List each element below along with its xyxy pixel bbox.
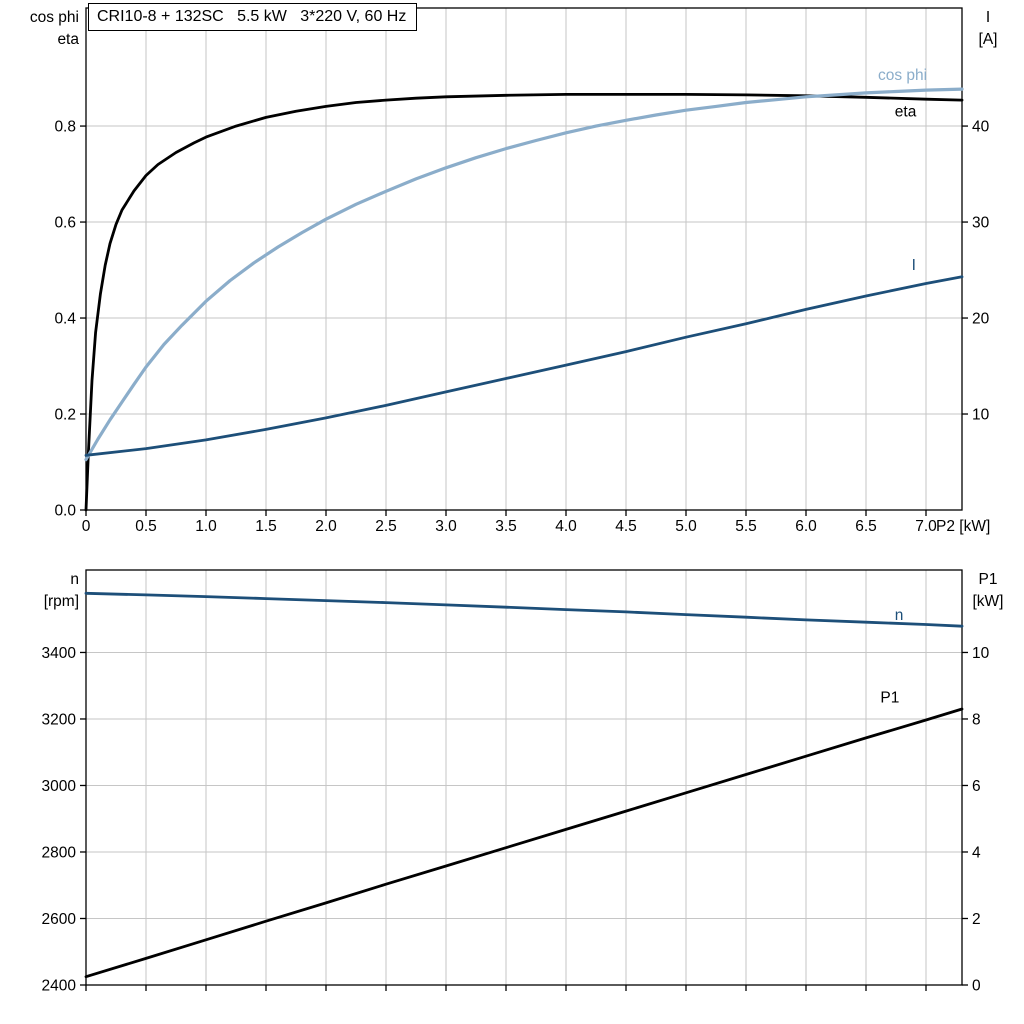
series-label-cos-phi: cos phi (878, 67, 927, 84)
tick-label-right: 30 (972, 215, 990, 232)
tick-label-right: 4 (972, 844, 981, 861)
tick-label-bottom: 1.5 (255, 518, 277, 535)
y-right-axis-title: [A] (979, 31, 998, 48)
tick-label-bottom: 5.0 (675, 518, 697, 535)
tick-label-bottom: 6.0 (795, 518, 817, 535)
motor-performance-chart: 0.0 0.2 0.4 0.6 0.8 10 20 30 40 0 0.5 1.0 1.5 2.0 2.5 3… (30, 7, 998, 535)
series-label-current: I (912, 257, 916, 274)
tick-label-bottom: 3.5 (495, 518, 517, 535)
tick-label-right: 10 (972, 645, 990, 662)
tick-label-bottom: 2.5 (375, 518, 397, 535)
y-right-axis-title: P1 (979, 571, 998, 588)
plot-border (85, 7, 963, 511)
tick-label-left: 3200 (42, 711, 77, 728)
tick-label-bottom: 0.5 (135, 518, 157, 535)
series-label-speed: n (895, 607, 904, 624)
tick-label-bottom: 7.0 (915, 518, 937, 535)
tick-label-bottom: 5.5 (735, 518, 757, 535)
tick-label-bottom: 2.0 (315, 518, 337, 535)
series-label-input-power: P1 (880, 689, 899, 706)
y-left-axis-title: [rpm] (44, 593, 79, 610)
tick-label-right: 10 (972, 407, 990, 424)
y-right-axis-title: [kW] (973, 593, 1004, 610)
tick-label-left: 3000 (42, 778, 77, 795)
chart-title-box: CRI10-8 + 132SC 5.5 kW 3*220 V, 60 Hz (88, 3, 418, 31)
tick-label-right: 20 (972, 311, 990, 328)
y-left-axis-title: cos phi (30, 9, 79, 26)
tick-label-right: 8 (972, 711, 981, 728)
y-left-axis-title: n (70, 571, 79, 588)
x-axis-unit-label: P2 [kW] (936, 518, 990, 535)
tick-label-left: 0.8 (54, 119, 76, 136)
series-curve-current (84, 275, 964, 457)
tick-label-right: 0 (972, 978, 981, 995)
tick-label-left: 0.4 (54, 311, 76, 328)
tick-label-bottom: 4.0 (555, 518, 577, 535)
tick-label-left: 0.6 (54, 215, 76, 232)
tick-label-left: 0.2 (54, 407, 76, 424)
tick-label-bottom: 3.0 (435, 518, 457, 535)
tick-label-right: 40 (972, 119, 990, 136)
tick-label-left: 2800 (42, 844, 77, 861)
tick-label-right: 6 (972, 778, 981, 795)
series-curve-speed (84, 591, 964, 628)
series-curve-cos-phi (84, 87, 964, 462)
plot-border (85, 569, 963, 986)
tick-label-left: 3400 (42, 645, 77, 662)
tick-label-left: 0.0 (54, 503, 76, 520)
y-left-axis-title: eta (57, 31, 79, 48)
tick-label-left: 2600 (42, 911, 77, 928)
tick-label-left: 2400 (42, 978, 77, 995)
y-right-axis-title: I (986, 9, 990, 26)
series-curve-eta (84, 93, 964, 512)
tick-label-bottom: 0 (82, 518, 91, 535)
speed-power-chart: 2400 2600 2800 3000 3200 3400 0 2 4 6 8 10 n [rpm] P1 [… (42, 569, 1004, 995)
tick-label-bottom: 4.5 (615, 518, 637, 535)
tick-label-bottom: 6.5 (855, 518, 877, 535)
tick-label-right: 2 (972, 911, 981, 928)
series-label-eta: eta (895, 104, 917, 121)
series-curve-input-power (84, 707, 964, 979)
tick-label-bottom: 1.0 (195, 518, 217, 535)
